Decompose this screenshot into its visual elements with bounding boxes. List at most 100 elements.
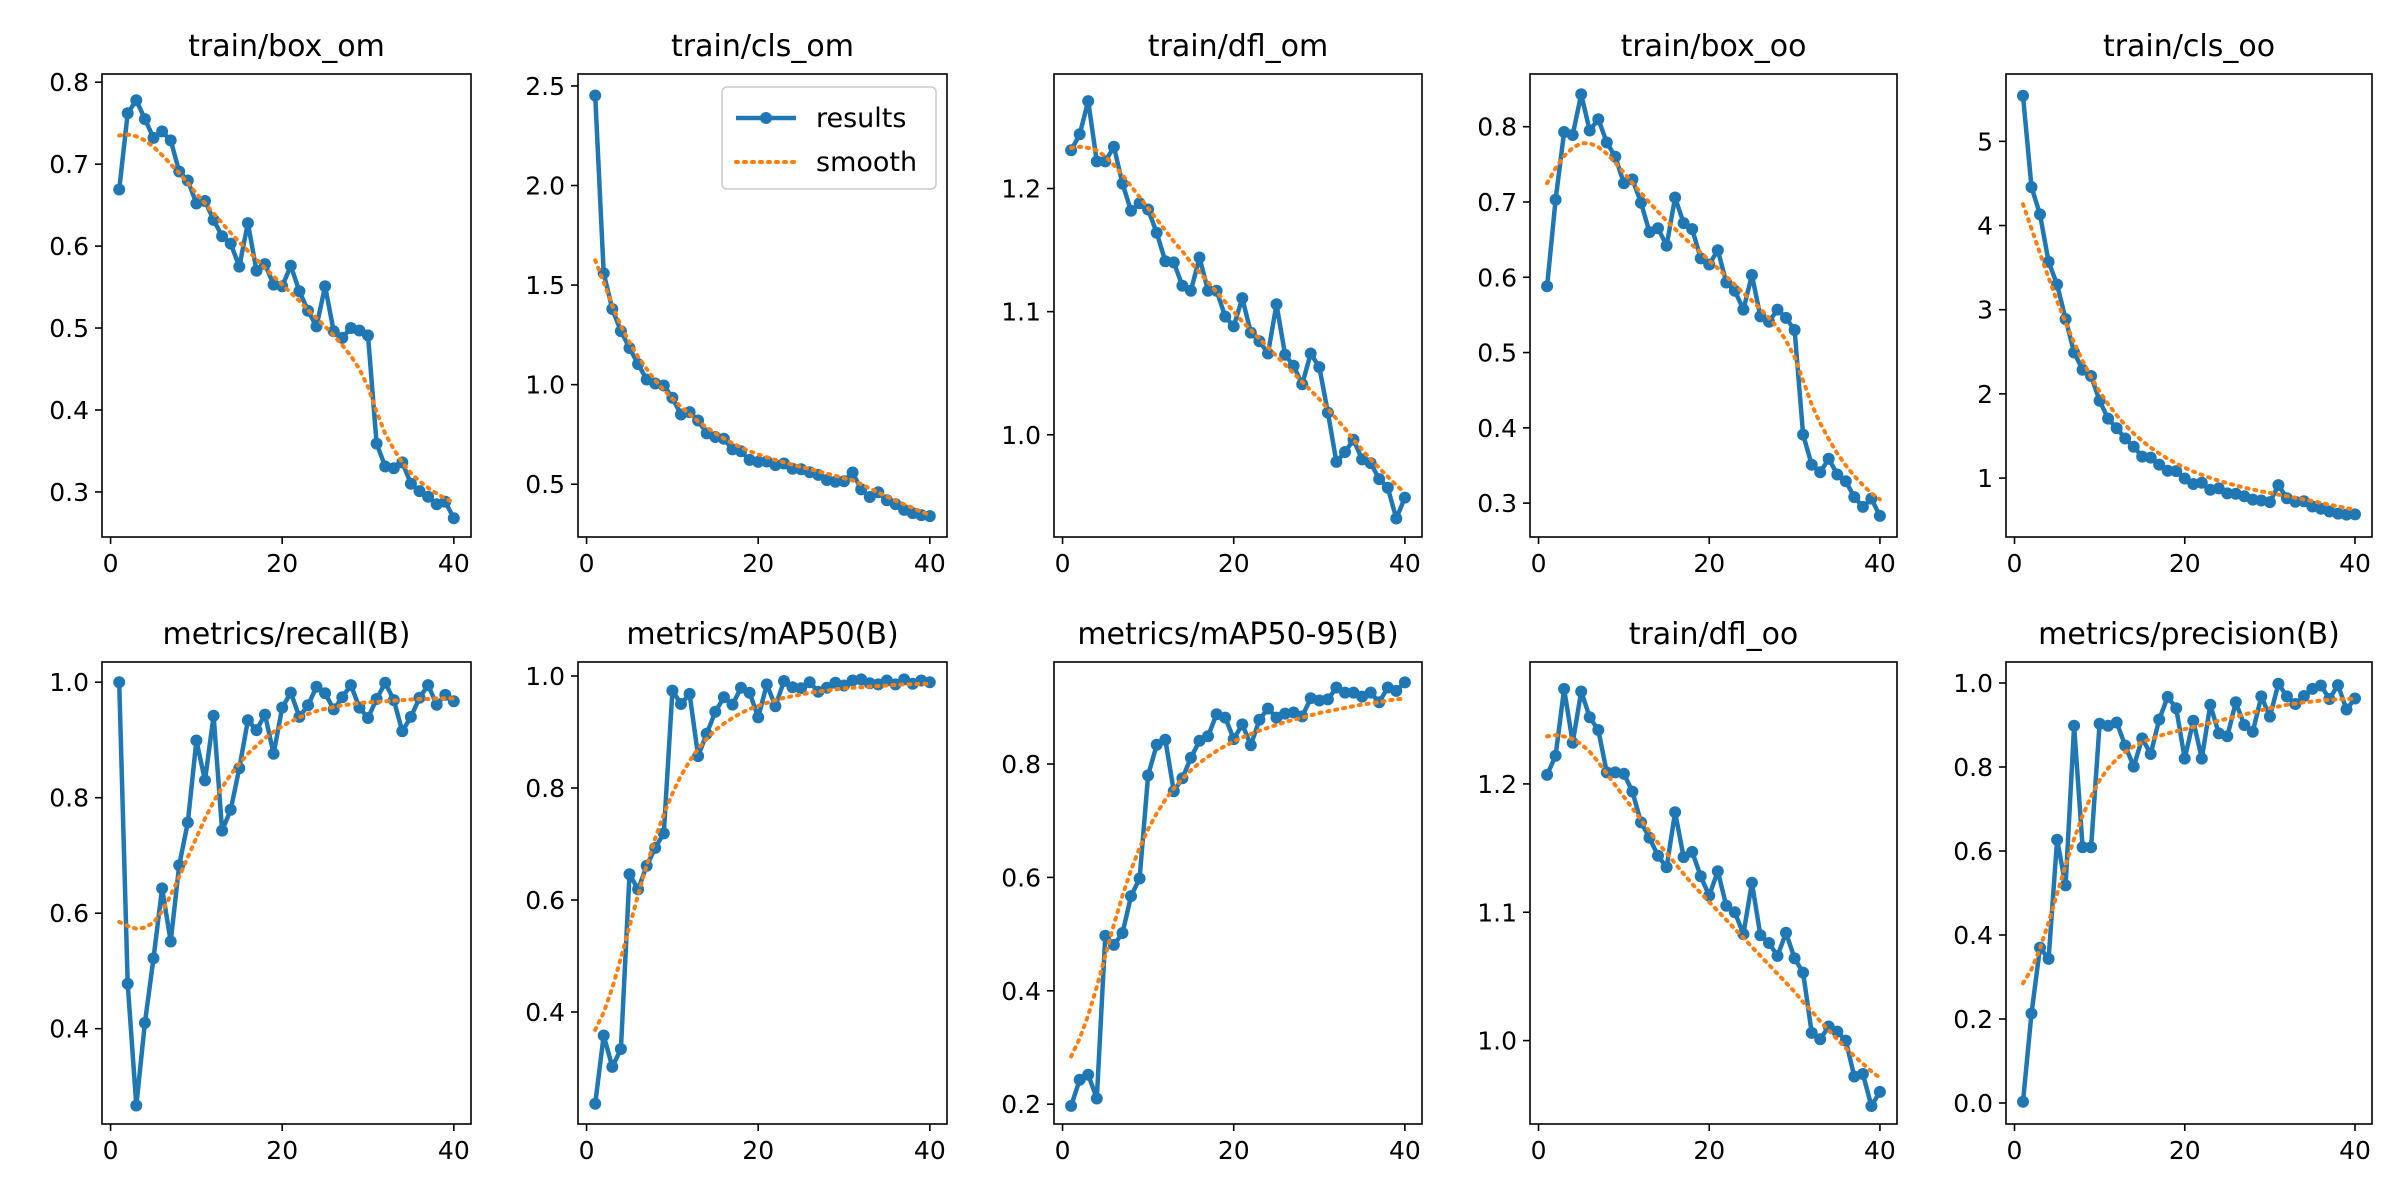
results-point <box>302 699 314 712</box>
results-point <box>829 475 842 488</box>
results-point <box>2297 690 2310 702</box>
results-point <box>1626 785 1639 798</box>
axes-frame <box>101 661 472 1125</box>
panel-title: train/box_om <box>188 29 385 64</box>
results-point <box>1116 177 1129 190</box>
x-tick-label: 0 <box>579 549 595 578</box>
panel-title: train/cls_oo <box>2103 29 2275 64</box>
results-point <box>233 260 246 273</box>
results-point <box>1865 1100 1878 1112</box>
results-point <box>2042 952 2055 965</box>
results-point <box>1150 226 1163 239</box>
results-point <box>216 824 229 837</box>
y-tick-label: 1.0 <box>1001 421 1041 450</box>
results-point <box>1686 223 1699 236</box>
results-point <box>1184 284 1197 297</box>
panel-train-dfl-om: train/dfl_om 0 20 40 1.0 1.1 1.2 <box>1001 29 1423 578</box>
results-point <box>743 686 756 699</box>
results-line <box>116 679 457 1108</box>
results-point <box>138 1016 151 1029</box>
results-point <box>1856 500 1869 513</box>
results-point <box>846 466 859 479</box>
results-point <box>2144 748 2157 760</box>
panel-title: metrics/mAP50(B) <box>626 617 898 652</box>
plot-area <box>1065 95 1411 525</box>
panel-train-box-oo: train/box_oo 0 20 40 0.3 0.4 0.5 0.6 0.7 0.8 <box>1477 29 1898 578</box>
results-point <box>113 183 126 196</box>
results-point <box>1090 155 1103 168</box>
results-point <box>1848 491 1861 504</box>
x-tick-label: 20 <box>1693 1136 1725 1165</box>
y-tick-label: 4 <box>1977 212 1993 241</box>
x-tick-label: 0 <box>1531 549 1547 578</box>
results-point <box>2238 719 2251 731</box>
results-point <box>1677 851 1690 864</box>
smooth-line <box>593 681 932 1032</box>
results-line <box>1544 686 1883 1109</box>
results-point <box>447 512 460 525</box>
results-point <box>1364 686 1377 699</box>
axes-frame <box>1053 73 1423 538</box>
x-tick-label: 20 <box>2169 549 2201 578</box>
results-point <box>250 264 263 277</box>
axes-frame <box>1529 73 1898 538</box>
x-tick-label: 20 <box>742 549 774 578</box>
y-tick-label: 0.8 <box>1001 750 1041 779</box>
x-tick-label: 40 <box>438 549 470 578</box>
results-point <box>2272 479 2285 492</box>
results-point <box>2340 703 2353 716</box>
results-point <box>2127 760 2140 773</box>
results-point <box>1592 724 1605 736</box>
results-point <box>190 734 203 747</box>
panel-metrics-precision-b: metrics/precision(B) 0 20 40 0.0 0.2 0.4 0.6 0.8… <box>1953 617 2373 1165</box>
y-tick-label: 0.8 <box>1477 113 1517 142</box>
results-point <box>224 803 237 816</box>
y-tick-label: 1.0 <box>525 371 565 400</box>
results-point <box>2153 713 2166 726</box>
results-point <box>1090 1092 1103 1105</box>
results-point <box>1566 129 1579 141</box>
y-tick-label: 1.0 <box>49 668 89 697</box>
results-point <box>589 89 602 102</box>
y-tick-label: 0.0 <box>1953 1089 1993 1118</box>
results-point <box>2280 690 2293 703</box>
results-point <box>589 1097 602 1110</box>
smooth-line <box>2021 202 2357 512</box>
x-tick-label: 40 <box>2339 549 2371 578</box>
results-point <box>683 687 696 700</box>
y-tick-label: 0.6 <box>1477 263 1517 292</box>
x-tick-label: 0 <box>103 549 119 578</box>
results-point <box>1330 455 1343 468</box>
y-tick-label: 5 <box>1977 127 1993 156</box>
results-point <box>379 676 392 689</box>
results-point <box>181 816 194 829</box>
plot-area <box>113 94 460 525</box>
y-tick-label: 2 <box>1977 380 1993 409</box>
results-point <box>1558 682 1571 695</box>
y-tick-label: 0.2 <box>1953 1005 1993 1034</box>
results-point <box>224 237 237 250</box>
plot-area <box>113 676 460 1112</box>
legend-label-smooth: smooth <box>816 147 917 178</box>
results-point <box>362 712 374 724</box>
y-tick-label: 2.0 <box>525 172 565 201</box>
results-point <box>1167 256 1180 269</box>
smooth-line <box>2021 696 2357 986</box>
results-point <box>2263 496 2276 509</box>
results-point <box>752 455 765 468</box>
plot-area <box>2017 677 2361 1108</box>
plot-area <box>1065 676 1411 1112</box>
results-point <box>2059 879 2072 892</box>
results-point <box>2076 841 2089 854</box>
results-point <box>1073 128 1086 141</box>
results-point <box>2178 752 2191 765</box>
results-point <box>1125 890 1137 903</box>
results-point <box>623 868 636 881</box>
results-point <box>199 774 211 787</box>
results-point <box>147 131 160 144</box>
y-tick-label: 1.0 <box>1953 669 1993 698</box>
y-tick-label: 0.6 <box>1001 863 1041 892</box>
results-point <box>1219 711 1232 724</box>
results-point <box>2144 451 2157 464</box>
